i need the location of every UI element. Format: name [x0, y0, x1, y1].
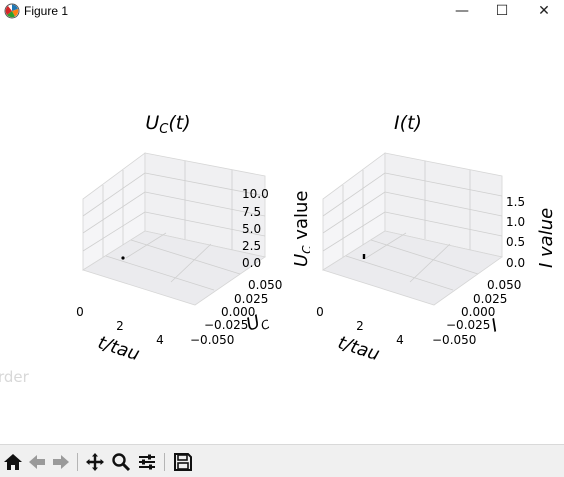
zoom-icon	[112, 453, 131, 472]
left-ytick-4: −0.050	[190, 333, 234, 347]
right-xlabel: t/tau	[335, 332, 382, 365]
save-icon	[174, 453, 192, 471]
left-ztick-3: 2.5	[242, 239, 261, 253]
left-ytick-1: 0.025	[234, 292, 268, 306]
left-ztick-2: 5.0	[242, 222, 261, 236]
right-ytick-0: 0.050	[487, 278, 521, 292]
left-floor	[82, 230, 266, 306]
zoom-button[interactable]	[110, 451, 132, 473]
window-titlebar: Figure 1 — ☐ ✕	[0, 0, 564, 22]
toolbar-separator	[164, 453, 165, 471]
right-floor	[322, 230, 503, 306]
toolbar-separator	[77, 453, 78, 471]
left-data-point	[121, 256, 125, 260]
right-title: I(t)	[394, 112, 422, 134]
back-arrow-icon	[29, 455, 45, 469]
left-zlabel-clip: UC value	[291, 191, 314, 267]
navigation-toolbar	[0, 444, 564, 477]
right-grid	[322, 161, 503, 291]
pan-icon	[86, 453, 104, 471]
minimize-button[interactable]: —	[442, 0, 482, 22]
minimize-icon: —	[455, 3, 469, 19]
left-ztick-0: 10.0	[242, 187, 269, 201]
left-grid	[82, 161, 266, 291]
right-ytick-2: 0.000	[461, 305, 495, 319]
back-button[interactable]	[26, 451, 48, 473]
ghost-text: rder	[0, 368, 29, 386]
right-axes: 0 2 4 t/tau 0.050 0.025 0.000 −0.025 −0.…	[316, 112, 557, 365]
left-ytick-0: 0.050	[248, 278, 282, 292]
figure-canvas[interactable]: 0 2 4 t/tau 0.050 0.025 0.000 −0.025 −0.…	[0, 22, 564, 444]
right-xtick-4: 4	[396, 333, 404, 347]
left-ztick-4: 0.0	[242, 256, 261, 270]
forward-button[interactable]	[50, 451, 72, 473]
left-xtick-4: 4	[156, 333, 164, 347]
window-title: Figure 1	[24, 4, 69, 18]
home-button[interactable]	[2, 451, 24, 473]
close-button[interactable]: ✕	[524, 0, 564, 22]
right-ztick-0: 1.5	[506, 195, 525, 209]
configure-subplots-icon	[139, 454, 155, 470]
left-xlabel: t/tau	[95, 332, 142, 365]
right-ytick-4: −0.050	[432, 333, 476, 347]
save-button[interactable]	[172, 451, 194, 473]
right-ztick-3: 0.0	[506, 256, 525, 270]
right-ytick-1: 0.025	[473, 292, 507, 306]
configure-subplots-button[interactable]	[136, 451, 158, 473]
maximize-button[interactable]: ☐	[482, 0, 522, 22]
right-ztick-1: 1.0	[506, 215, 525, 229]
right-zlabel: I value	[536, 208, 557, 268]
close-icon: ✕	[538, 3, 550, 19]
left-axes: 0 2 4 t/tau 0.050 0.025 0.000 −0.025 −0.…	[76, 112, 314, 365]
left-ytick-2: 0.000	[221, 305, 255, 319]
forward-arrow-icon	[53, 455, 69, 469]
plots-svg: 0 2 4 t/tau 0.050 0.025 0.000 −0.025 −0.…	[76, 112, 557, 365]
left-xtick-2: 2	[116, 319, 124, 333]
left-zlabel: UC value	[291, 191, 314, 267]
right-xtick-0: 0	[316, 305, 324, 319]
home-icon	[4, 454, 22, 470]
left-title: UC(t)	[145, 112, 190, 137]
pan-button[interactable]	[84, 451, 106, 473]
left-ztick-1: 7.5	[242, 205, 261, 219]
right-xtick-2: 2	[356, 319, 364, 333]
left-ytick-3: −0.025	[204, 318, 248, 332]
maximize-icon: ☐	[495, 3, 509, 19]
right-ztick-2: 0.5	[506, 235, 525, 249]
right-ytick-3: −0.025	[446, 318, 490, 332]
matplotlib-app-icon	[4, 3, 20, 19]
left-xtick-0: 0	[76, 305, 84, 319]
